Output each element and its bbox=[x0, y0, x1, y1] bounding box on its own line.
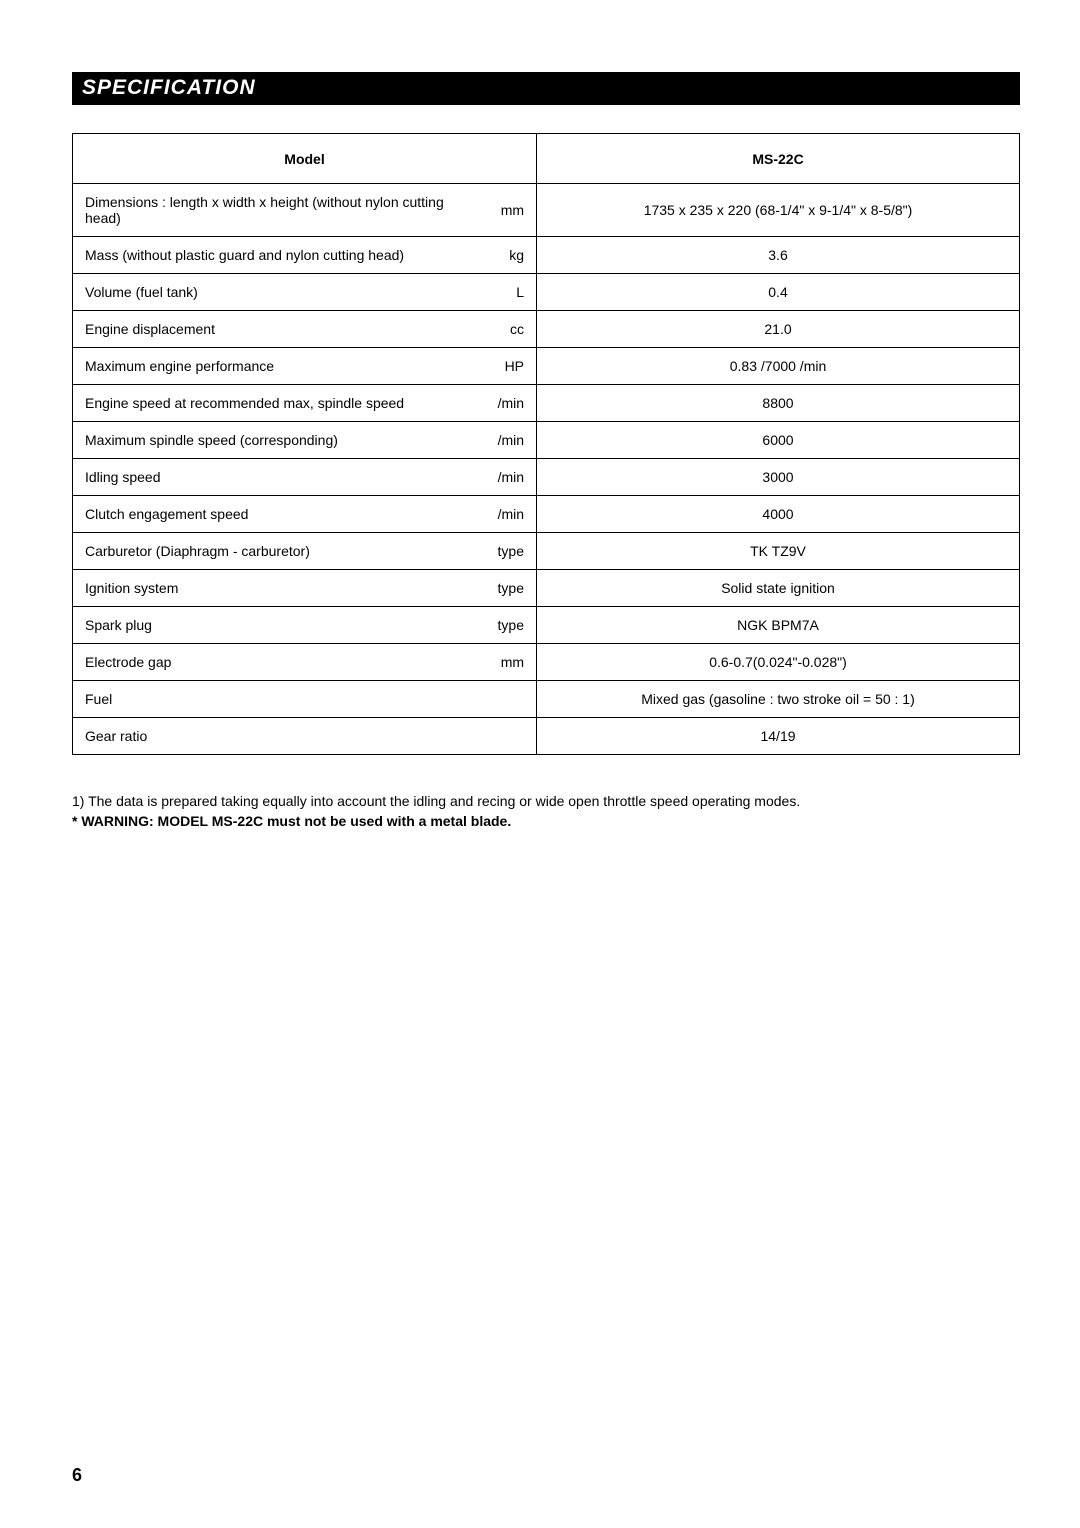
spec-label-cell: Maximum spindle speed (corresponding) /mi… bbox=[73, 422, 537, 459]
table-row: Mass (without plastic guard and nylon cu… bbox=[73, 237, 1020, 274]
spec-value-cell: 3000 bbox=[537, 459, 1020, 496]
spec-header-value: MS-22C bbox=[537, 134, 1020, 184]
spec-header-model: Model bbox=[73, 134, 537, 184]
notes-block: 1) The data is prepared taking equally i… bbox=[72, 791, 1020, 832]
spec-table-header-row: Model MS-22C bbox=[73, 134, 1020, 184]
table-row: Engine displacement cc 21.0 bbox=[73, 311, 1020, 348]
spec-label-cell: Idling speed/min bbox=[73, 459, 537, 496]
warning-line: * WARNING: MODEL MS-22C must not be used… bbox=[72, 811, 1020, 831]
spec-unit: /min bbox=[498, 432, 524, 448]
table-row: Ignition system type Solid state ignition bbox=[73, 570, 1020, 607]
spec-value-cell: 8800 bbox=[537, 385, 1020, 422]
spec-label: Engine speed at recommended max, spindle… bbox=[85, 395, 404, 411]
spec-table-body: Dimensions : length x width x height (wi… bbox=[73, 184, 1020, 755]
table-row: Maximum spindle speed (corresponding) /mi… bbox=[73, 422, 1020, 459]
spec-unit: mm bbox=[501, 202, 524, 218]
table-row: Dimensions : length x width x height (wi… bbox=[73, 184, 1020, 237]
spec-value-cell: 4000 bbox=[537, 496, 1020, 533]
spec-table-head: Model MS-22C bbox=[73, 134, 1020, 184]
spec-label-cell: Electrode gap mm bbox=[73, 644, 537, 681]
spec-label-cell: Volume (fuel tank) L bbox=[73, 274, 537, 311]
table-row: Volume (fuel tank) L 0.4 bbox=[73, 274, 1020, 311]
spec-value-cell: 6000 bbox=[537, 422, 1020, 459]
spec-table: Model MS-22C Dimensions : length x width… bbox=[72, 133, 1020, 755]
spec-label: Idling speed bbox=[85, 469, 161, 485]
spec-value-cell: 3.6 bbox=[537, 237, 1020, 274]
table-row: Fuel Mixed gas (gasoline : two stroke oil… bbox=[73, 681, 1020, 718]
spec-label: Mass (without plastic guard and nylon cu… bbox=[85, 247, 404, 263]
spec-value-cell: 0.6-0.7(0.024"-0.028") bbox=[537, 644, 1020, 681]
spec-label-cell: Maximum engine performance HP bbox=[73, 348, 537, 385]
spec-value-cell: NGK BPM7A bbox=[537, 607, 1020, 644]
spec-unit: L bbox=[516, 284, 524, 300]
table-row: Clutch engagement speed/min4000 bbox=[73, 496, 1020, 533]
spec-label: Volume (fuel tank) bbox=[85, 284, 198, 300]
table-row: Electrode gap mm 0.6-0.7(0.024"-0.028") bbox=[73, 644, 1020, 681]
spec-label-cell: Gear ratio bbox=[73, 718, 537, 755]
spec-label-cell: Clutch engagement speed/min bbox=[73, 496, 537, 533]
spec-label-cell: Engine displacement cc bbox=[73, 311, 537, 348]
spec-value-cell: Solid state ignition bbox=[537, 570, 1020, 607]
spec-label: Electrode gap bbox=[85, 654, 171, 670]
spec-unit: /min bbox=[498, 506, 524, 522]
spec-label-cell: Ignition system type bbox=[73, 570, 537, 607]
spec-label: Fuel bbox=[85, 691, 112, 707]
spec-label: Gear ratio bbox=[85, 728, 147, 744]
spec-unit: /min bbox=[498, 469, 524, 485]
spec-label-cell: Engine speed at recommended max, spindle… bbox=[73, 385, 537, 422]
spec-label: Engine displacement bbox=[85, 321, 215, 337]
spec-unit: mm bbox=[501, 654, 524, 670]
page-number: 6 bbox=[72, 1465, 82, 1486]
spec-label: Maximum spindle speed (corresponding) bbox=[85, 432, 338, 448]
spec-unit: kg bbox=[509, 247, 524, 263]
section-header: SPECIFICATION bbox=[72, 72, 1020, 105]
spec-value-cell: 1735 x 235 x 220 (68-1/4" x 9-1/4" x 8-5… bbox=[537, 184, 1020, 237]
spec-label: Clutch engagement speed bbox=[85, 506, 248, 522]
table-row: Spark plug type NGK BPM7A bbox=[73, 607, 1020, 644]
spec-label: Spark plug bbox=[85, 617, 152, 633]
spec-unit: cc bbox=[510, 321, 524, 337]
spec-label: Dimensions : length x width x height (wi… bbox=[85, 194, 444, 226]
table-row: Gear ratio 14/19 bbox=[73, 718, 1020, 755]
spec-value-cell: 14/19 bbox=[537, 718, 1020, 755]
spec-unit: /min bbox=[498, 395, 524, 411]
spec-unit: type bbox=[498, 580, 524, 596]
spec-unit: HP bbox=[505, 358, 524, 374]
table-row: Carburetor (Diaphragm - carburetor) type T… bbox=[73, 533, 1020, 570]
spec-label-cell: Carburetor (Diaphragm - carburetor) type bbox=[73, 533, 537, 570]
spec-value-cell: 0.4 bbox=[537, 274, 1020, 311]
table-row: Maximum engine performance HP 0.83 /7000 /… bbox=[73, 348, 1020, 385]
spec-unit: type bbox=[498, 543, 524, 559]
spec-value-cell: 21.0 bbox=[537, 311, 1020, 348]
spec-label: Maximum engine performance bbox=[85, 358, 274, 374]
page: SPECIFICATION Model MS-22C Dimensions : … bbox=[0, 0, 1080, 1528]
spec-value-cell: TK TZ9V bbox=[537, 533, 1020, 570]
spec-label: Carburetor (Diaphragm - carburetor) bbox=[85, 543, 310, 559]
spec-unit: type bbox=[498, 617, 524, 633]
spec-label: Ignition system bbox=[85, 580, 178, 596]
table-row: Engine speed at recommended max, spindle… bbox=[73, 385, 1020, 422]
spec-value-cell: 0.83 /7000 /min bbox=[537, 348, 1020, 385]
spec-label-cell: Fuel bbox=[73, 681, 537, 718]
table-row: Idling speed/min3000 bbox=[73, 459, 1020, 496]
note-line: 1) The data is prepared taking equally i… bbox=[72, 791, 1020, 811]
spec-label-cell: Spark plug type bbox=[73, 607, 537, 644]
spec-label-cell: Mass (without plastic guard and nylon cu… bbox=[73, 237, 537, 274]
spec-label-cell: Dimensions : length x width x height (wi… bbox=[73, 184, 537, 237]
spec-value-cell: Mixed gas (gasoline : two stroke oil = 5… bbox=[537, 681, 1020, 718]
